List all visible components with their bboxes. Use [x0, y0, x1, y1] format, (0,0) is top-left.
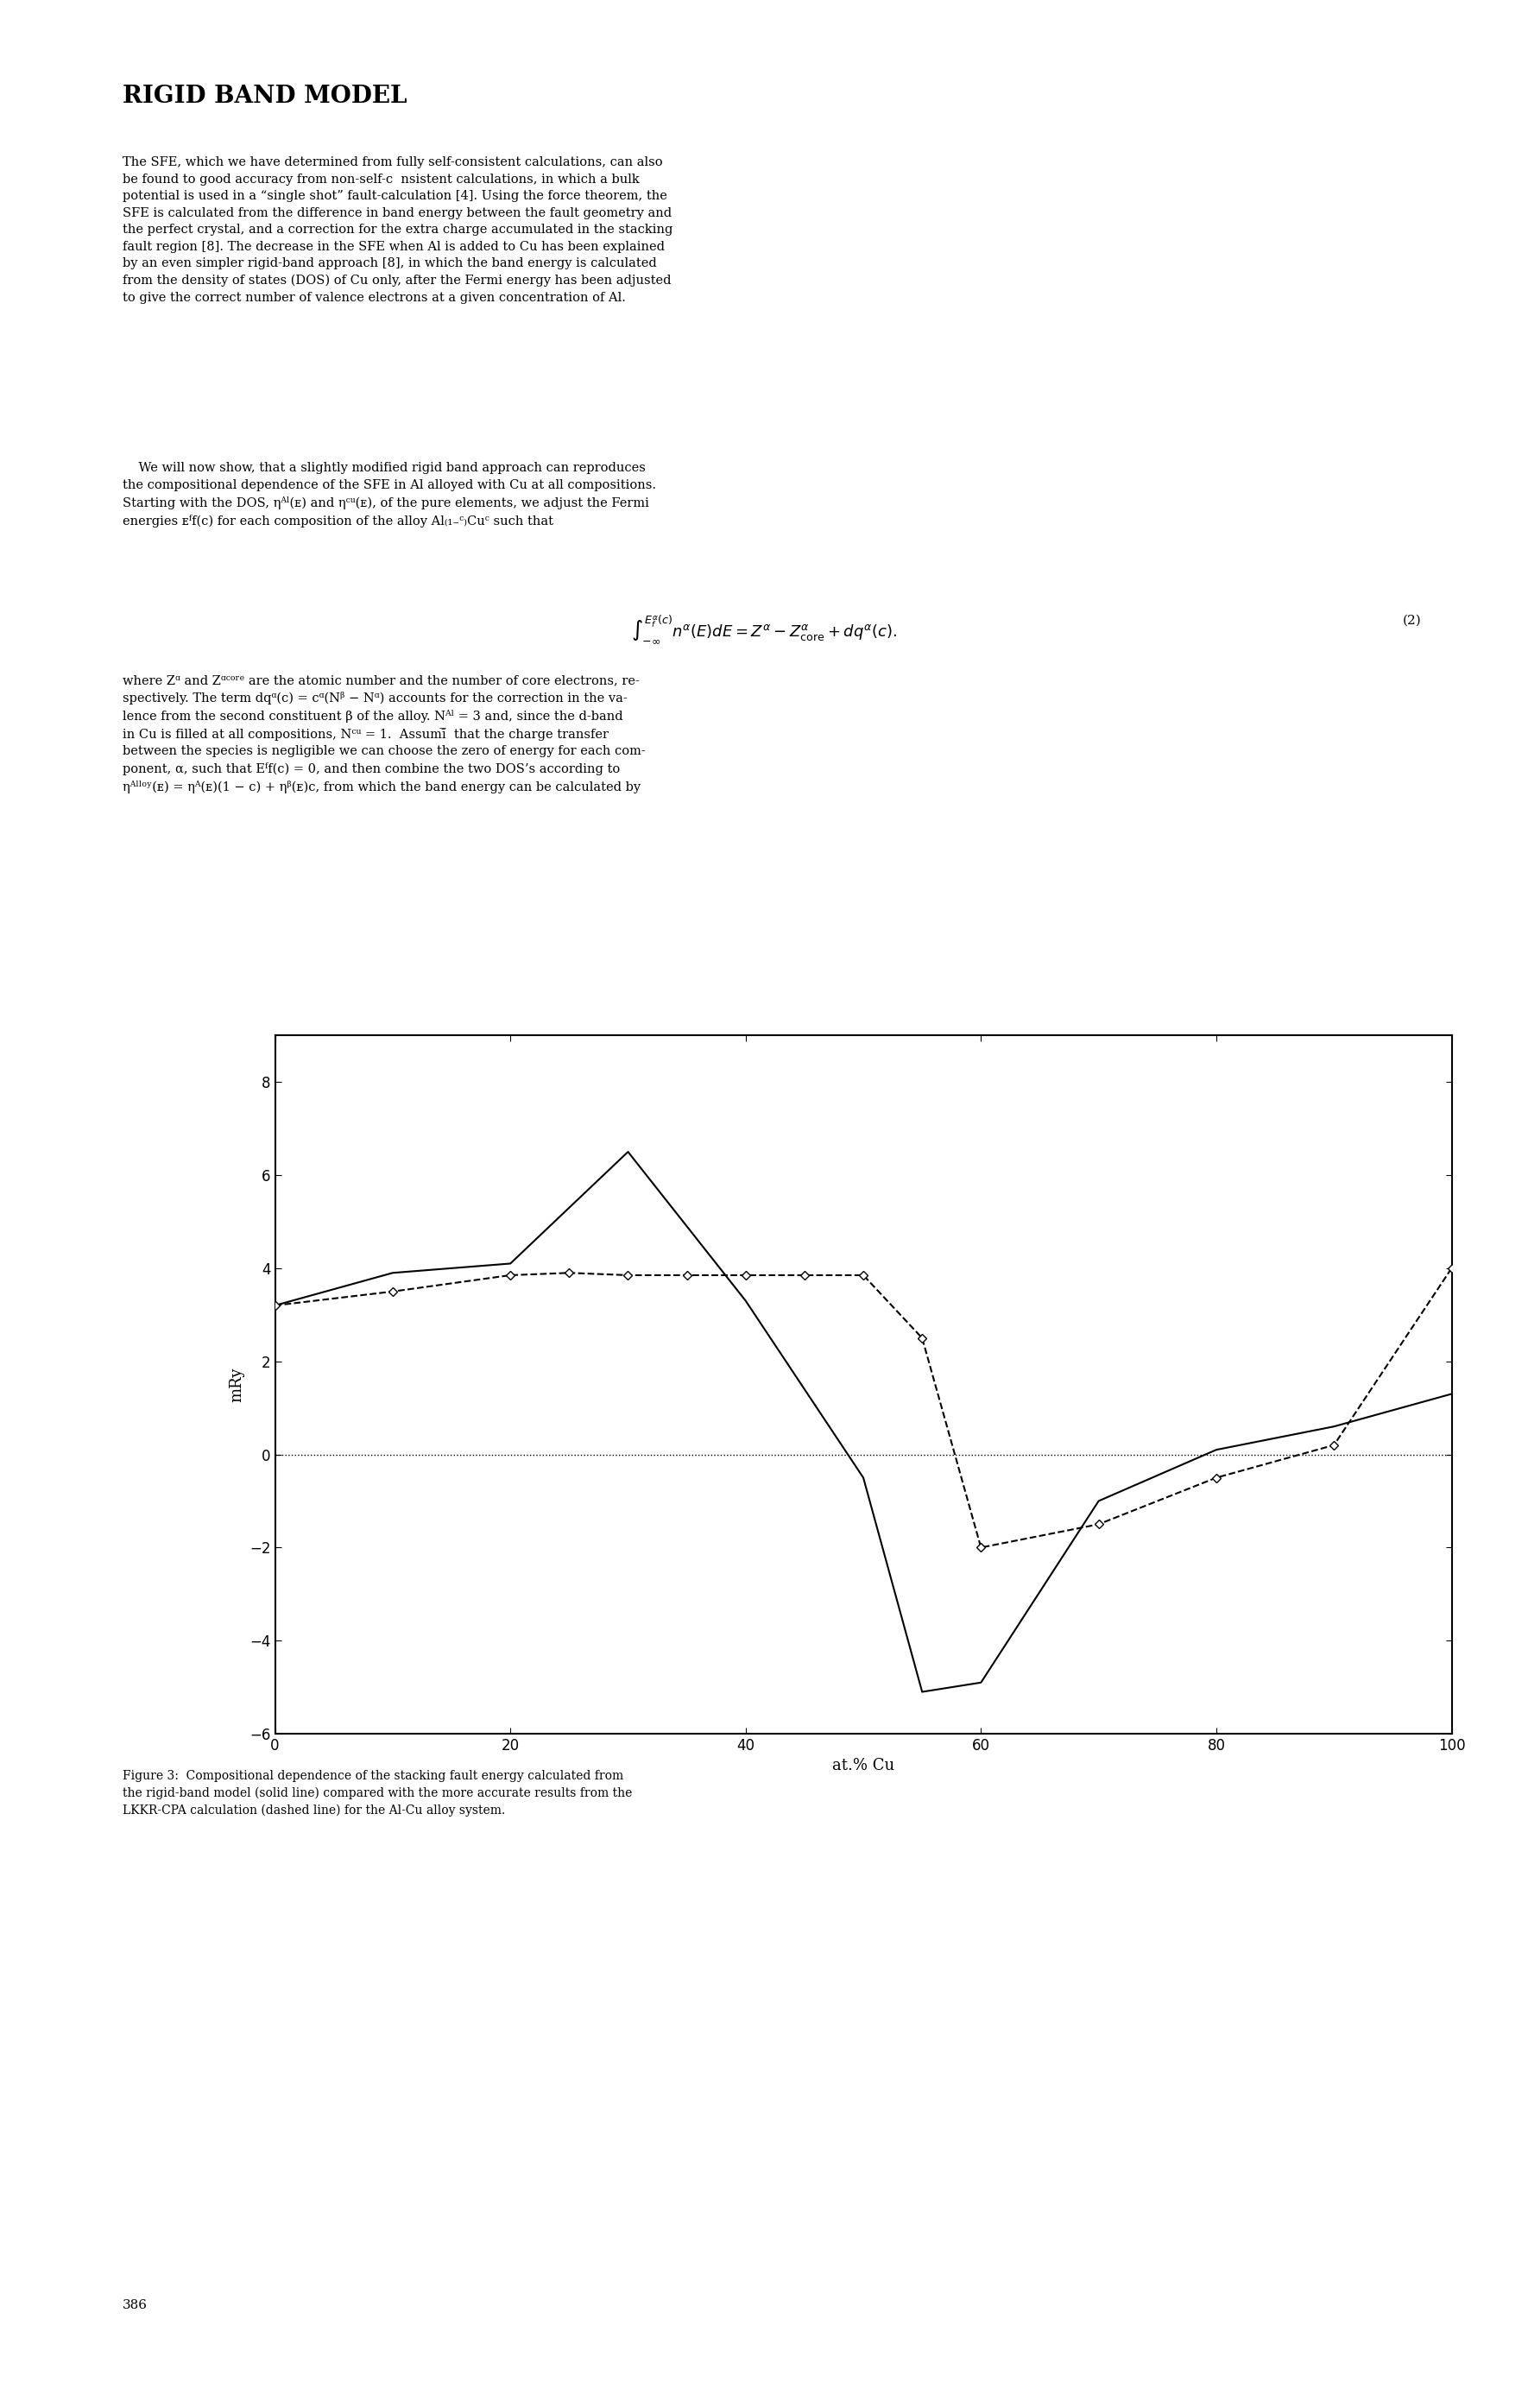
Text: (2): (2): [1403, 614, 1421, 626]
Text: $\int_{-\infty}^{E_f^\alpha(c)} n^\alpha(E)dE = Z^\alpha - Z^\alpha_{\mathrm{cor: $\int_{-\infty}^{E_f^\alpha(c)} n^\alpha…: [631, 614, 897, 645]
Text: We will now show, that a slightly modified rigid band approach can reproduces
th: We will now show, that a slightly modifi…: [122, 462, 656, 527]
Text: RIGID BAND MODEL: RIGID BAND MODEL: [122, 84, 406, 108]
Text: where Zᵅ and Zᵅᶜᵒʳᵉ are the atomic number and the number of core electrons, re-
: where Zᵅ and Zᵅᶜᵒʳᵉ are the atomic numbe…: [122, 674, 645, 795]
Y-axis label: mRy: mRy: [229, 1368, 244, 1401]
Text: 386: 386: [122, 2300, 147, 2312]
X-axis label: at.% Cu: at.% Cu: [833, 1758, 894, 1775]
Text: Figure 3:  Compositional dependence of the stacking fault energy calculated from: Figure 3: Compositional dependence of th…: [122, 1770, 633, 1816]
Text: The SFE, which we have determined from fully self-consistent calculations, can a: The SFE, which we have determined from f…: [122, 157, 672, 303]
